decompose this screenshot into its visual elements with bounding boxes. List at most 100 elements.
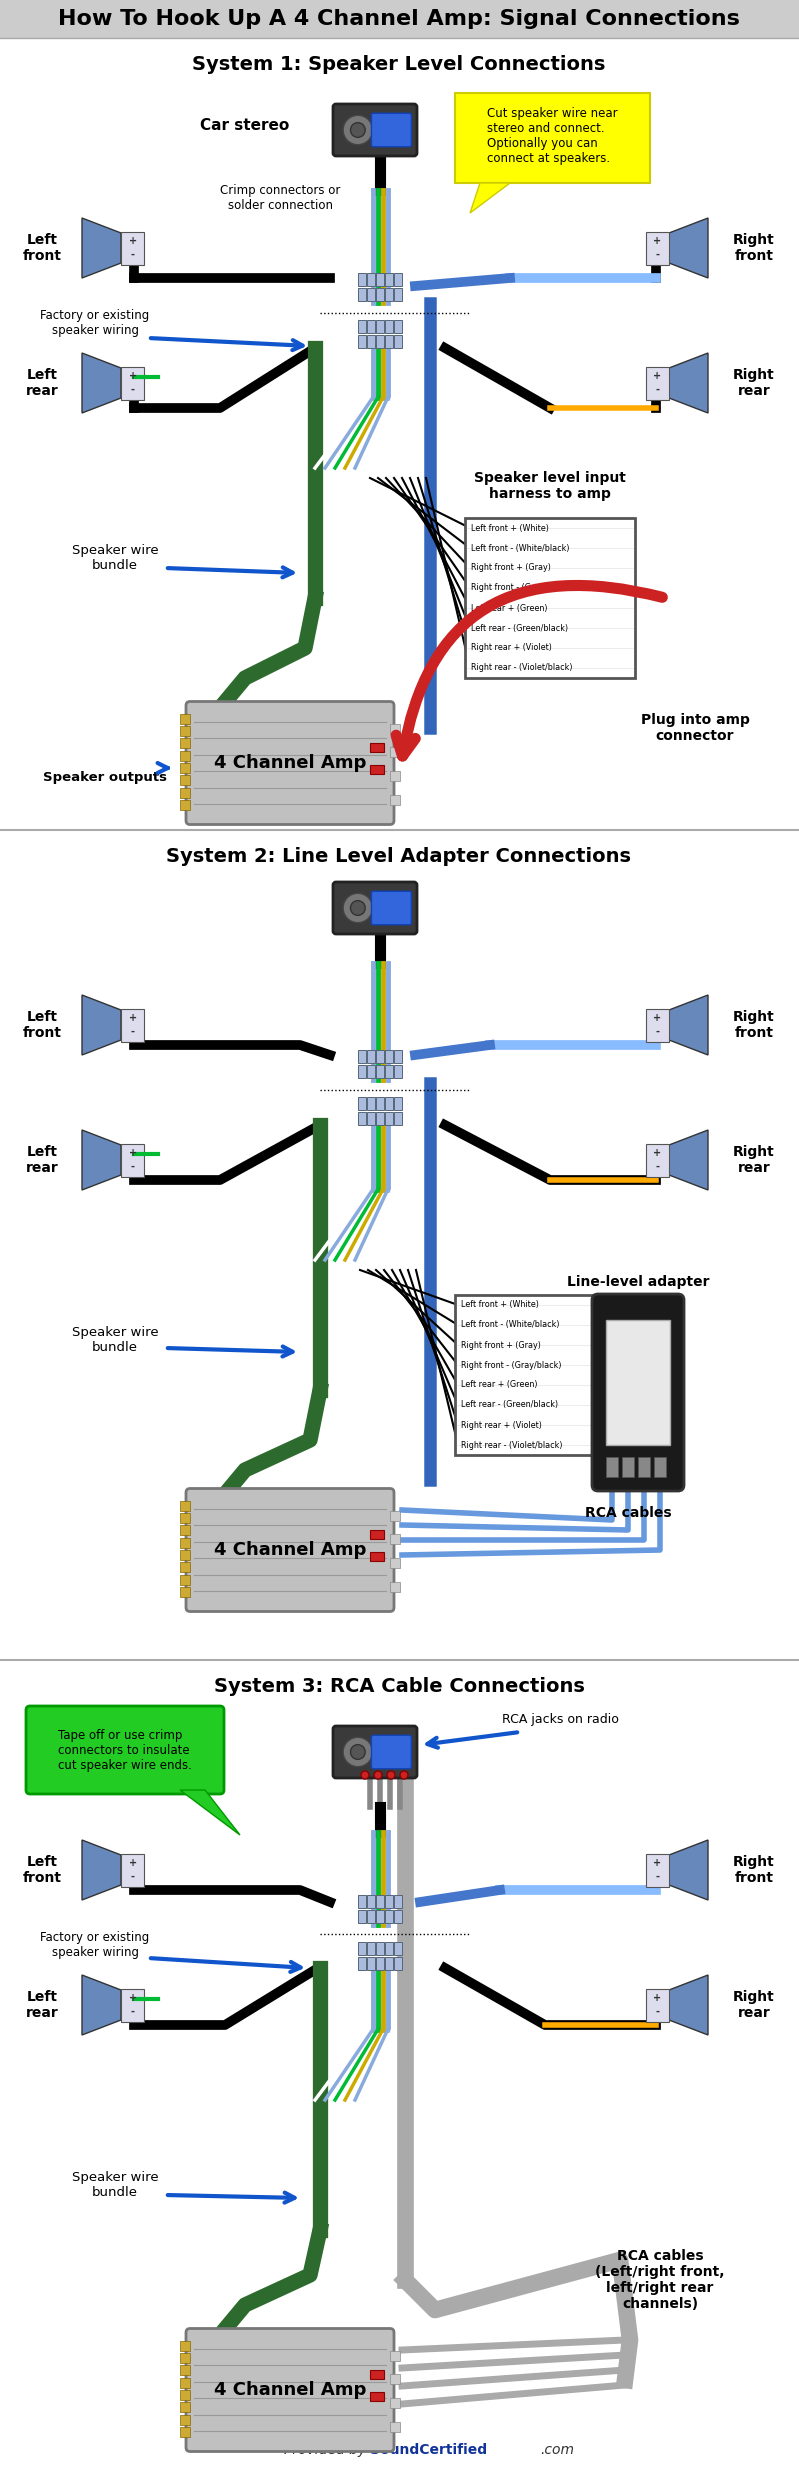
Polygon shape [669,1129,708,1191]
Bar [357,274,365,286]
Bar [646,1988,669,2022]
Bar [180,750,190,760]
Circle shape [351,900,365,915]
Text: Right rear - (Violet/black): Right rear - (Violet/black) [461,1440,562,1450]
Text: Speaker outputs: Speaker outputs [43,772,167,784]
Bar [384,1894,392,1909]
Text: -: - [655,1872,659,1882]
Text: System 3: RCA Cable Connections: System 3: RCA Cable Connections [213,1677,584,1697]
Text: +: + [129,1993,137,2002]
Bar [180,1499,190,1512]
Bar [180,1576,190,1586]
Text: Right rear - (Violet/black): Right rear - (Violet/black) [471,663,573,673]
Bar [367,321,375,333]
Bar [646,232,669,264]
Text: Speaker wire
bundle: Speaker wire bundle [72,1327,158,1354]
Bar [357,1958,365,1970]
Text: Right front + (Gray): Right front + (Gray) [461,1342,541,1349]
FancyBboxPatch shape [372,890,411,925]
Bar [384,1943,392,1956]
FancyBboxPatch shape [333,1726,417,1778]
Text: -: - [655,2007,659,2017]
Text: Left
front: Left front [22,1011,62,1041]
Text: Line-level adapter: Line-level adapter [566,1275,710,1290]
FancyBboxPatch shape [592,1295,684,1492]
Bar [367,1943,375,1956]
Circle shape [387,1771,395,1778]
Bar [390,772,400,782]
Bar [357,1051,365,1063]
Bar [390,723,400,732]
Text: 4 Channel Amp: 4 Channel Amp [214,1541,366,1559]
Text: Plug into amp
connector: Plug into amp connector [641,713,749,742]
Bar [384,1097,392,1110]
Bar [390,1534,400,1544]
Bar [622,1457,634,1477]
Bar [121,1854,145,1886]
Circle shape [351,123,365,138]
Bar [455,1295,625,1455]
Bar [384,289,392,301]
Text: System 1: Speaker Level Connections: System 1: Speaker Level Connections [193,54,606,74]
Bar [357,1943,365,1956]
FancyBboxPatch shape [333,883,417,935]
Text: Left
front: Left front [22,1854,62,1884]
Bar [0,831,799,1660]
Bar [384,1065,392,1078]
Polygon shape [669,217,708,279]
Bar [0,37,799,831]
Bar [390,1512,400,1522]
Text: +: + [129,1149,137,1159]
Text: +: + [129,372,137,382]
Bar [367,1894,375,1909]
Bar [465,518,635,678]
Text: Tape off or use crimp
connectors to insulate
cut speaker wire ends.: Tape off or use crimp connectors to insu… [58,1729,192,1771]
Text: +: + [129,237,137,247]
Bar [180,1539,190,1549]
Text: 4 Channel Amp: 4 Channel Amp [214,2382,366,2399]
Bar [384,1958,392,1970]
Bar [376,1894,384,1909]
Bar [370,1529,384,1539]
Bar [393,1911,402,1923]
Bar [357,289,365,301]
Bar [367,1065,375,1078]
Text: SoundCertified: SoundCertified [370,2444,487,2456]
Bar [646,367,669,399]
Text: Right
front: Right front [733,1854,775,1884]
Text: +: + [129,1014,137,1023]
Polygon shape [470,182,510,212]
Text: RCA cables
(Left/right front,
left/right rear
channels): RCA cables (Left/right front, left/right… [595,2249,725,2311]
Text: Car stereo: Car stereo [201,118,289,133]
Text: Left rear + (Green): Left rear + (Green) [461,1381,538,1388]
Circle shape [343,893,372,922]
Bar [367,274,375,286]
Bar [0,1660,799,2466]
Bar [390,1559,400,1568]
Text: +: + [654,1993,662,2002]
Bar [384,1911,392,1923]
FancyBboxPatch shape [372,1736,411,1768]
Bar [606,1457,618,1477]
FancyBboxPatch shape [186,1489,394,1610]
Text: +: + [654,237,662,247]
Text: 4 Channel Amp: 4 Channel Amp [214,755,366,772]
Bar [376,1943,384,1956]
Bar [121,1009,145,1041]
Polygon shape [82,353,121,412]
Bar [121,232,145,264]
Text: Left front - (White/black): Left front - (White/black) [461,1319,559,1329]
Bar [393,289,402,301]
Bar [180,1512,190,1524]
Text: +: + [129,1859,137,1869]
Bar [390,747,400,757]
Bar [376,335,384,348]
Circle shape [343,1736,372,1766]
Text: Left
rear: Left rear [26,1144,58,1176]
Text: Right
rear: Right rear [733,1144,775,1176]
Text: -: - [131,1872,135,1882]
Bar [367,1958,375,1970]
Text: Left front + (White): Left front + (White) [471,523,549,533]
Text: -: - [131,249,135,259]
Bar [367,1911,375,1923]
